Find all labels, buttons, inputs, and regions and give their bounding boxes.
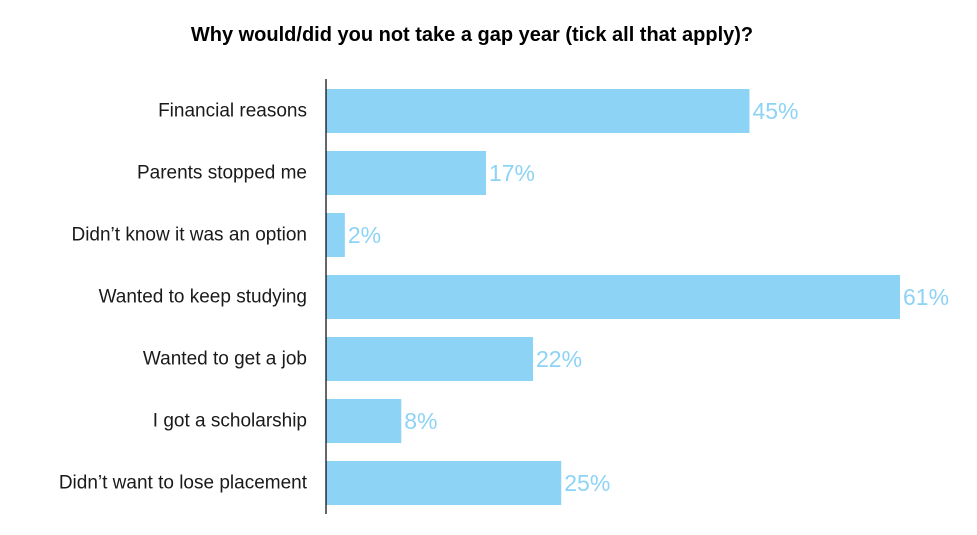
bar	[326, 399, 402, 443]
category-label: Financial reasons	[158, 101, 307, 122]
value-label: 17%	[489, 160, 535, 186]
bar	[326, 337, 534, 381]
category-label: I got a scholarship	[153, 411, 307, 432]
value-label: 61%	[903, 284, 949, 310]
bar	[326, 89, 750, 133]
chart-title: Why would/did you not take a gap year (t…	[190, 24, 754, 46]
bar	[326, 151, 486, 195]
category-label: Wanted to keep studying	[99, 287, 307, 308]
category-label: Didn’t know it was an option	[71, 225, 307, 246]
value-label: 2%	[348, 222, 381, 248]
value-label: 8%	[404, 408, 437, 434]
bar	[326, 213, 345, 257]
value-label: 25%	[564, 470, 610, 496]
bars-layer: Financial reasons 45% Parents stopped me 17…	[59, 89, 949, 505]
category-label: Didn’t want to lose placement	[59, 473, 308, 494]
bar	[326, 461, 562, 505]
value-label: 22%	[536, 346, 582, 372]
bar	[326, 275, 900, 319]
category-label: Parents stopped me	[137, 163, 307, 184]
category-label: Wanted to get a job	[143, 349, 307, 370]
value-label: 45%	[752, 98, 798, 124]
